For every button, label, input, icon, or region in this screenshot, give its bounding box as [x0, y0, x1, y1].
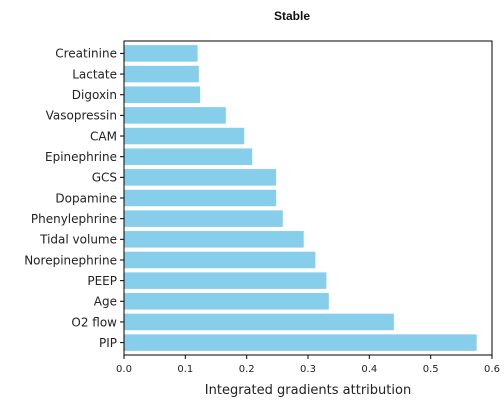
- x-tick-label: 0.5: [423, 364, 439, 375]
- bar: [124, 272, 327, 289]
- bar: [124, 127, 245, 145]
- y-tick-label: PIP: [99, 336, 117, 350]
- bar: [124, 169, 277, 186]
- bar: [124, 107, 226, 124]
- y-tick-label: Phenylephrine: [31, 212, 117, 226]
- y-tick-label: CAM: [90, 129, 117, 143]
- bar: [124, 65, 199, 83]
- y-tick-label: Creatinine: [55, 47, 117, 61]
- y-tick-label: Lactate: [72, 67, 117, 81]
- x-axis: 0.0 0.1 0.2 0.3 0.4 0.5 0.6: [116, 355, 500, 375]
- bar: [124, 251, 316, 269]
- bar: [124, 231, 304, 248]
- y-axis: PIP O2 flow Age PEEP Norepinephrine Tidal vol…: [24, 47, 124, 350]
- chart-title: Stable: [274, 9, 310, 23]
- y-tick-label: Vasopressin: [46, 109, 117, 123]
- x-axis-label: Integrated gradients attribution: [205, 383, 411, 398]
- x-tick-label: 0.0: [116, 364, 132, 375]
- bar: [124, 86, 201, 103]
- bar: [124, 293, 329, 310]
- bar: [124, 148, 253, 165]
- y-tick-label: O2 flow: [71, 315, 117, 329]
- x-tick-label: 0.6: [484, 364, 500, 375]
- x-tick-label: 0.2: [239, 364, 255, 375]
- x-tick-label: 0.4: [361, 364, 377, 375]
- y-tick-label: Digoxin: [72, 88, 117, 102]
- y-tick-label: Dopamine: [55, 191, 117, 205]
- y-tick-label: Tidal volume: [39, 233, 117, 247]
- bar: [124, 45, 198, 62]
- y-tick-label: GCS: [92, 171, 117, 185]
- y-tick-label: Epinephrine: [45, 150, 117, 164]
- x-tick-label: 0.1: [177, 364, 193, 375]
- bar: [124, 313, 394, 331]
- x-tick-label: 0.3: [300, 364, 316, 375]
- bar: [124, 189, 277, 207]
- bar: [124, 210, 283, 227]
- plot-area: [124, 45, 477, 351]
- bar: [124, 334, 477, 351]
- y-tick-label: PEEP: [87, 274, 117, 288]
- y-tick-label: Norepinephrine: [24, 253, 117, 267]
- y-tick-label: Age: [94, 295, 117, 309]
